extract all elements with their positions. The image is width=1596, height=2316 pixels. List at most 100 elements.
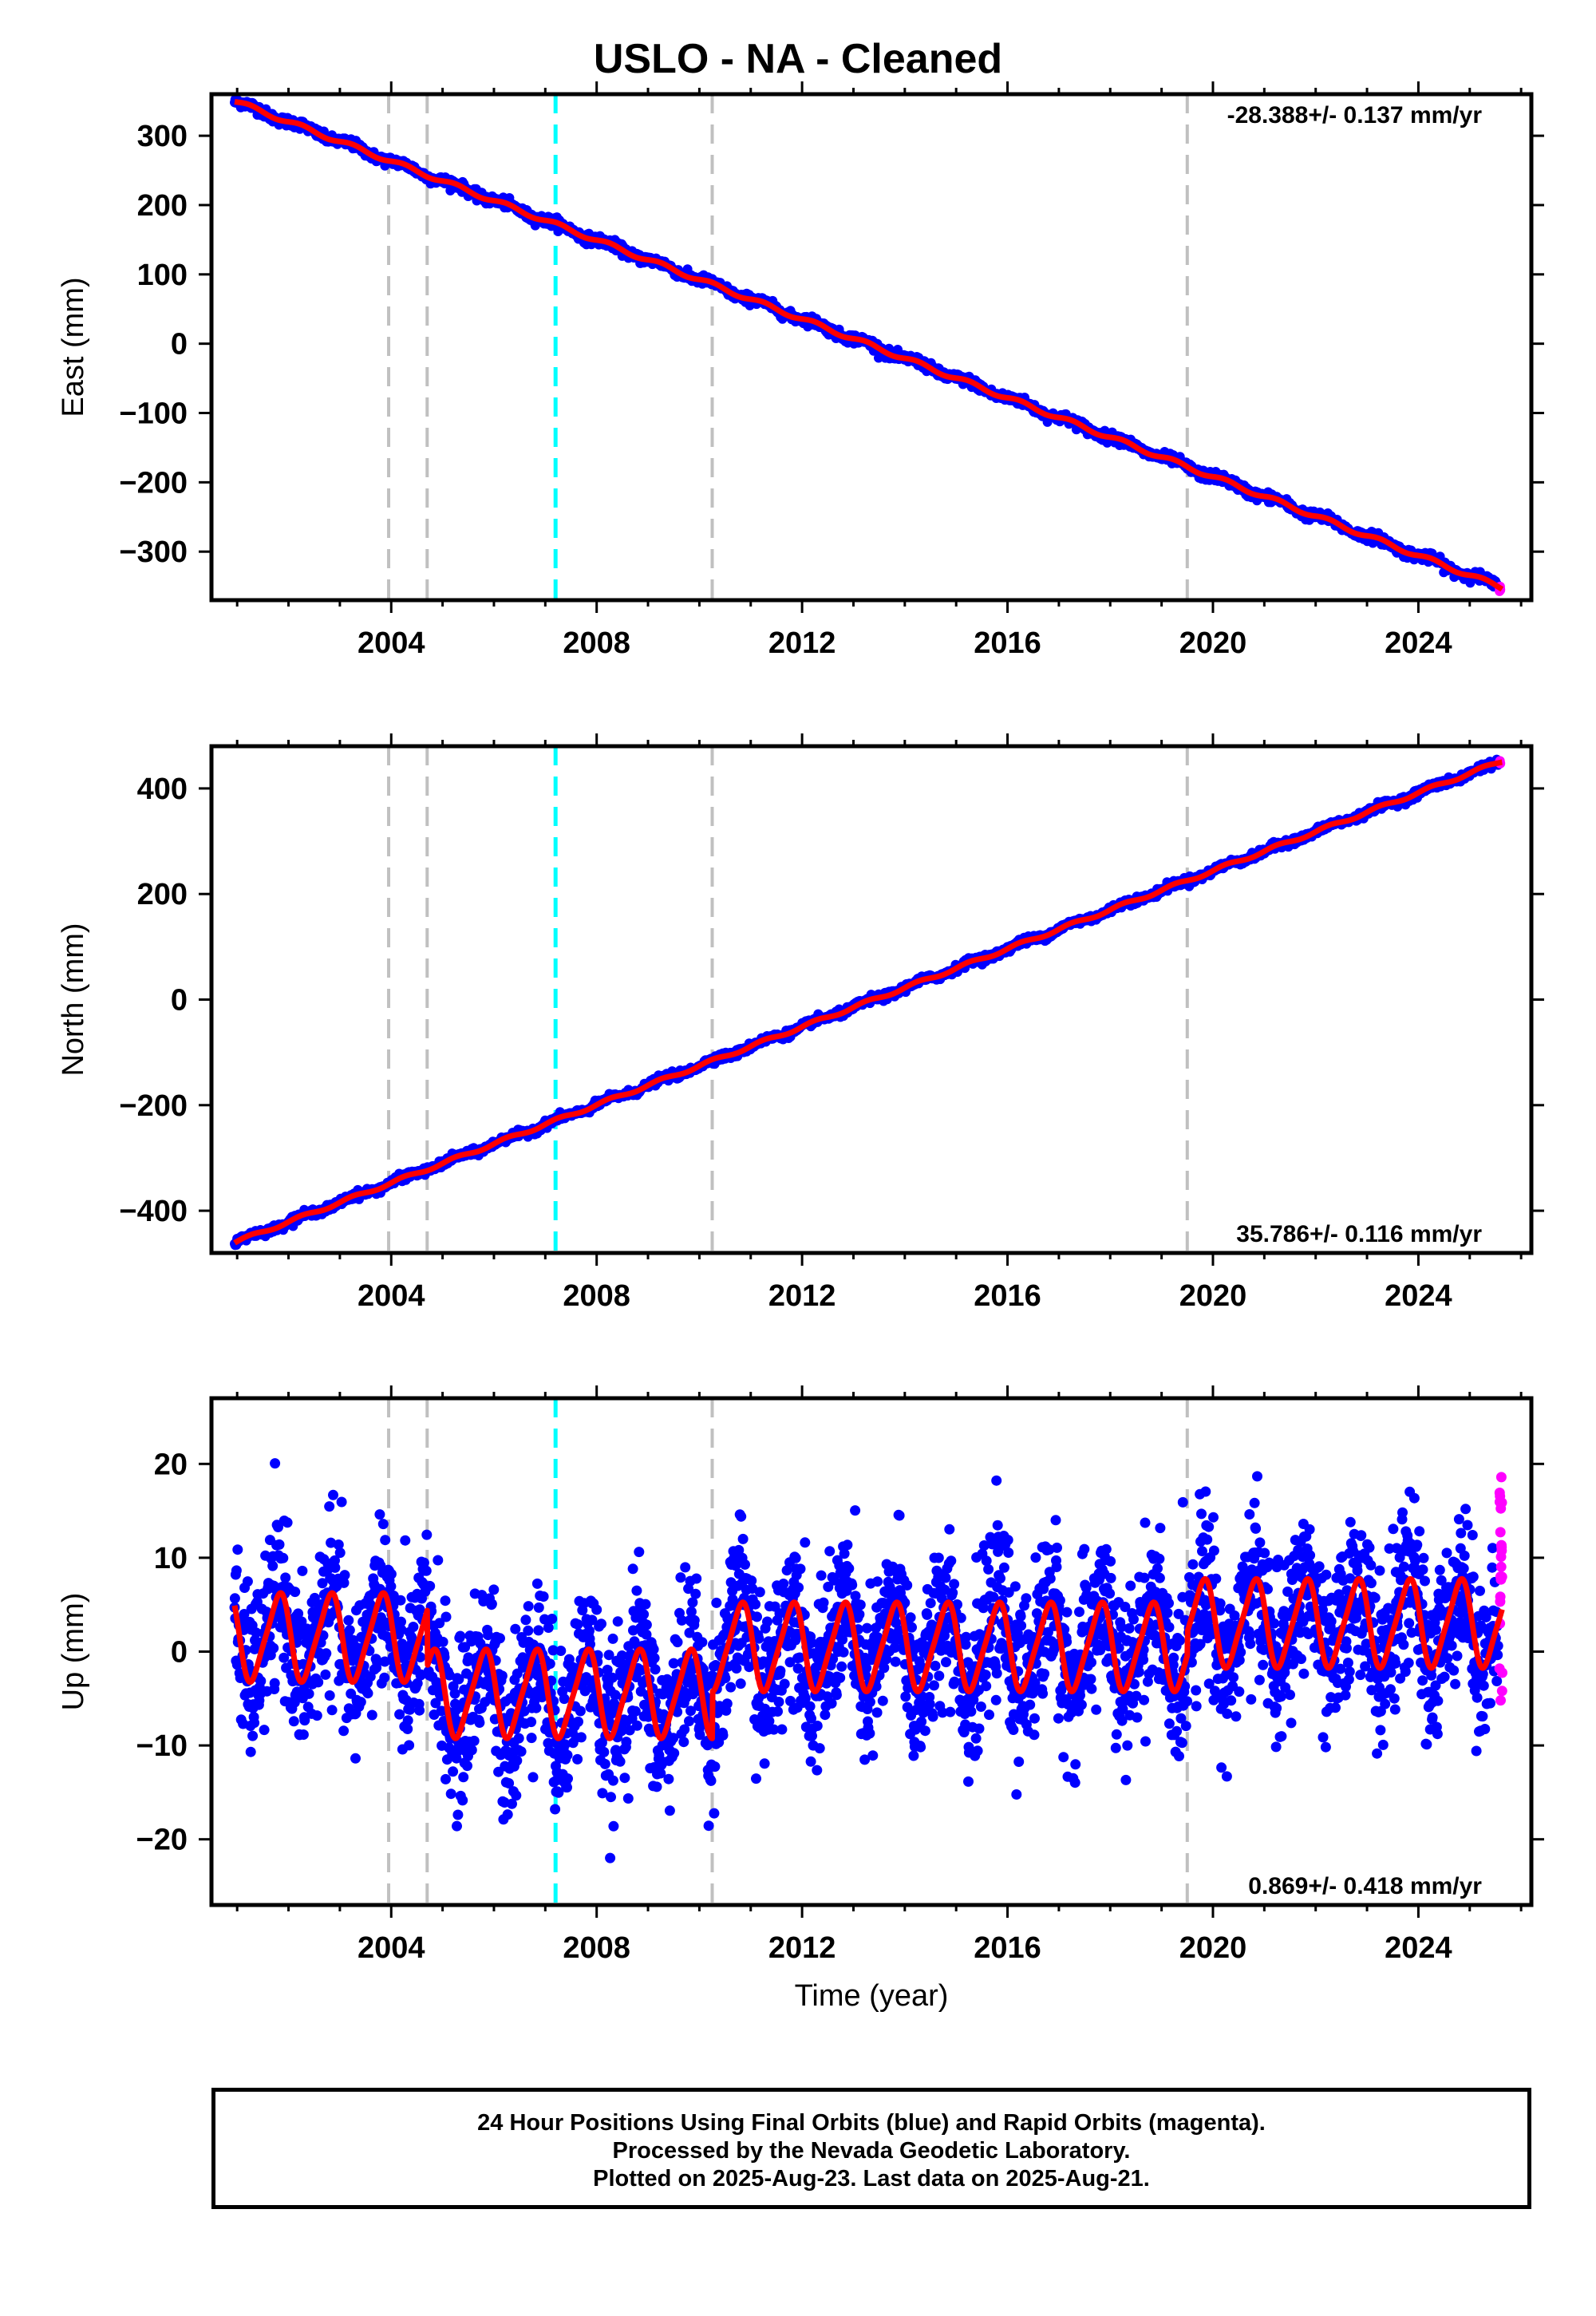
x-tick-label: 2008 [563, 626, 630, 660]
x-tick-label: 2024 [1385, 1279, 1452, 1313]
data-point-final [328, 1489, 338, 1500]
data-point-final [311, 1710, 322, 1721]
data-point-final [414, 1705, 425, 1716]
y-tick-label: −400 [119, 1195, 188, 1228]
data-point-final [440, 1611, 452, 1622]
data-point-final [334, 1547, 346, 1559]
data-point-final [408, 1622, 419, 1632]
data-point-final [362, 1688, 373, 1699]
data-point-final [377, 1519, 389, 1530]
y-tick-label: 200 [137, 878, 188, 911]
data-point-final [394, 1709, 405, 1720]
data-layer [230, 94, 1506, 596]
x-tick-label: 2004 [358, 1279, 425, 1313]
data-point-final [232, 1544, 243, 1555]
x-tick-label: 2020 [1179, 626, 1247, 660]
data-point-final [445, 1788, 456, 1800]
data-point-final [440, 1773, 451, 1784]
data-point-final [290, 1587, 301, 1598]
data-point-final [380, 1535, 391, 1546]
data-point-final [298, 1729, 309, 1740]
data-point-final [385, 1568, 397, 1579]
data-point-final [245, 1746, 256, 1757]
data-point-final [255, 1675, 267, 1686]
data-point-final [297, 1565, 308, 1576]
data-point-final [229, 1593, 240, 1604]
data-point-final [326, 1705, 338, 1716]
data-point-final [400, 1535, 411, 1546]
data-point-final [425, 1580, 436, 1591]
y-tick-label: −200 [119, 466, 188, 500]
data-point-final [344, 1625, 355, 1636]
y-tick-label: 0 [171, 984, 188, 1018]
data-point-final [268, 1642, 279, 1654]
data-point-final [437, 1636, 448, 1647]
chart-title: USLO - NA - Cleaned [593, 36, 1003, 82]
data-point-final [249, 1717, 260, 1729]
y-tick-label: 0 [171, 328, 188, 362]
data-point-final [320, 1669, 331, 1680]
data-point-final [366, 1709, 377, 1721]
data-point-final [421, 1529, 433, 1540]
data-point-final [269, 1678, 280, 1689]
y-axis-label: East (mm) [57, 277, 90, 417]
data-point-final [280, 1572, 291, 1583]
data-layer [230, 754, 1506, 1251]
data-point-final [267, 1560, 279, 1571]
x-tick-label: 2012 [768, 626, 836, 660]
y-tick-label: 400 [137, 773, 188, 806]
model-fit-line [232, 759, 1505, 1246]
data-point-final [324, 1690, 335, 1701]
data-point-final [330, 1562, 341, 1573]
data-point-final [231, 1565, 242, 1576]
data-point-final [457, 1795, 468, 1806]
data-point-final [278, 1552, 289, 1563]
data-layer [229, 1458, 1507, 1863]
data-point-final [313, 1677, 324, 1688]
data-point-final [338, 1725, 350, 1737]
x-tick-label: 2020 [1179, 1279, 1247, 1313]
data-point-final [468, 1735, 480, 1746]
y-tick-label: 200 [137, 189, 188, 223]
x-tick-label: 2016 [974, 626, 1041, 660]
x-tick-label: 2024 [1385, 626, 1452, 660]
data-point-final [350, 1753, 361, 1764]
data-point-final [414, 1604, 425, 1615]
data-point-final [336, 1496, 347, 1508]
data-point-final [379, 1672, 390, 1683]
y-tick-label: −100 [119, 397, 188, 431]
panel-north: 2004 2008 2012 2016 2020 2024−400−2000200400N… [57, 733, 1544, 1313]
rate-label: 35.786+/- 0.116 mm/yr [1236, 1221, 1482, 1247]
data-point-final [433, 1555, 444, 1566]
panel-east: 2004 2008 2012 2016 2020 2024−300−200−1000100… [57, 81, 1544, 660]
y-tick-label: 300 [137, 120, 188, 153]
x-tick-label: 2016 [974, 1279, 1041, 1313]
data-point-final [242, 1576, 253, 1587]
data-point-final [488, 1584, 500, 1595]
data-point-final [495, 1633, 505, 1644]
data-point-final [404, 1740, 415, 1751]
data-point-final [270, 1458, 281, 1469]
data-point-final [395, 1595, 406, 1606]
x-tick-label: 2004 [358, 626, 425, 660]
data-point-final [385, 1581, 397, 1592]
data-point-final [355, 1697, 366, 1708]
x-tick-label: 2008 [563, 1279, 630, 1313]
data-point-final [343, 1614, 354, 1626]
data-point-final [440, 1595, 451, 1607]
data-point-final [449, 1688, 460, 1699]
data-point-final [282, 1517, 293, 1528]
data-point-final [466, 1745, 477, 1756]
data-point-final [448, 1766, 459, 1777]
rate-label: -28.388+/- 0.137 mm/yr [1227, 102, 1483, 128]
y-tick-label: −200 [119, 1089, 188, 1123]
data-point-final [455, 1630, 466, 1642]
x-tick-label: 2012 [768, 1279, 836, 1313]
data-point-final [452, 1809, 464, 1820]
data-point-final [339, 1570, 350, 1581]
data-point-final [474, 1717, 485, 1728]
data-point-final [462, 1761, 472, 1772]
data-point-final [496, 1670, 508, 1682]
